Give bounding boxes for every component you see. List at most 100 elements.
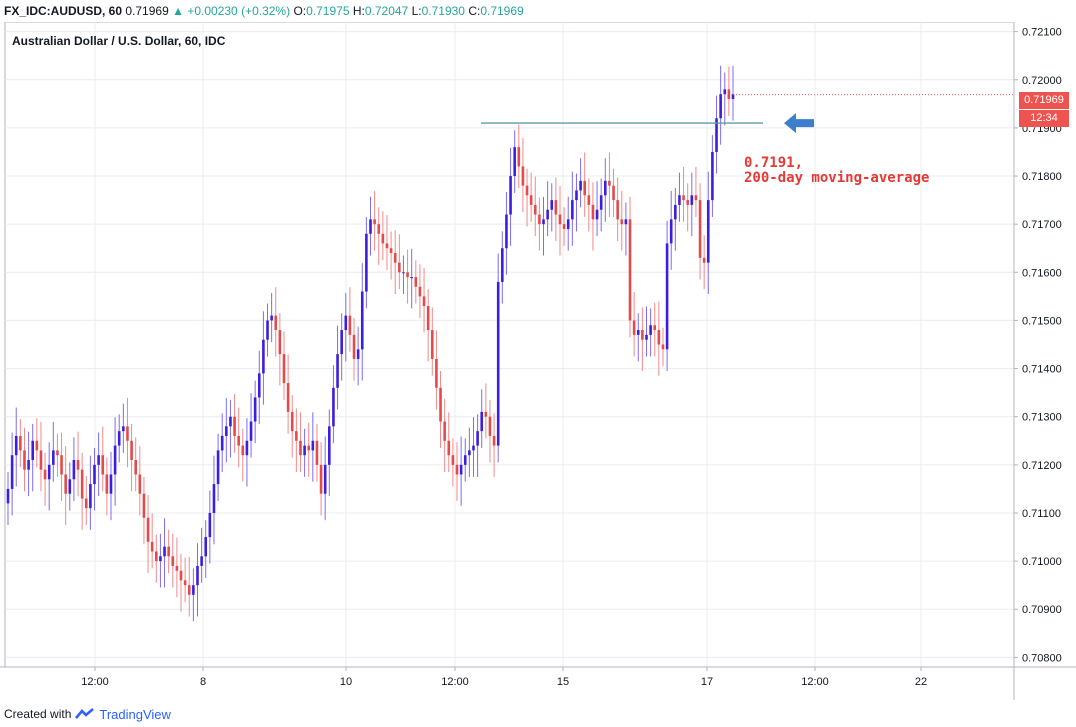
candle-down [426, 305, 430, 331]
x-tick-label: 8 [200, 676, 206, 688]
ma-annotation-text: 200-day moving-average [744, 170, 930, 186]
candle-down [488, 416, 492, 436]
candle-up [719, 94, 722, 119]
y-tick-label: 0.71500 [1022, 315, 1062, 327]
candle-down [286, 383, 290, 412]
y-tick-label: 0.70900 [1022, 604, 1062, 616]
candle-up [253, 397, 257, 422]
candle-down [587, 195, 591, 205]
x-tick-label: 17 [701, 676, 713, 688]
candle-up [117, 431, 121, 446]
candle-up [93, 464, 96, 485]
candle-up [599, 195, 603, 210]
candle-down [517, 147, 521, 167]
candle-down [278, 330, 282, 355]
y-tick-label: 0.71400 [1022, 364, 1062, 376]
y-tick-label: 0.72100 [1022, 27, 1062, 39]
candle-down [435, 358, 438, 388]
y-tick-label: 0.71200 [1022, 460, 1062, 472]
candle-down [373, 219, 376, 225]
candle-down [455, 464, 459, 475]
candle-up [208, 512, 212, 538]
candle-up [200, 556, 203, 566]
candle-up [365, 233, 368, 292]
candle-down [591, 204, 595, 220]
candle-up [249, 421, 253, 441]
candle-up [731, 94, 735, 100]
candle-down [443, 421, 446, 441]
candle-up [715, 118, 718, 152]
candle-up [410, 277, 413, 279]
candle-down [101, 455, 105, 475]
candle-up [480, 411, 484, 432]
candle-up [636, 330, 640, 335]
candle-up [604, 180, 607, 196]
candle-up [579, 180, 582, 191]
tradingview-link[interactable]: TradingView [99, 706, 171, 722]
y-tick-label: 0.71100 [1022, 508, 1061, 520]
last-price-label: 0.71969 [1019, 92, 1069, 109]
candle-up [678, 195, 681, 205]
candle-up [550, 200, 554, 210]
candle-up [225, 426, 228, 436]
candle-down [521, 166, 525, 186]
candle-down [533, 204, 537, 215]
x-tick-label: 22 [915, 676, 927, 688]
candle-up [665, 243, 669, 350]
x-tick-label: 10 [340, 676, 352, 688]
candle-down [319, 464, 323, 494]
candle-down [290, 411, 294, 432]
candle-up [402, 272, 405, 274]
candle-down [35, 440, 39, 451]
candle-down [274, 315, 278, 331]
candle-down [237, 435, 240, 446]
candle-down [525, 185, 529, 196]
candle-up [192, 585, 195, 595]
symbol-name[interactable]: FX_IDC:AUDUSD, 60 [4, 4, 123, 18]
candle-up [369, 219, 372, 234]
candle-down [422, 296, 426, 306]
candle-down [23, 450, 26, 470]
candle-down [138, 474, 142, 494]
candle-up [476, 431, 479, 446]
candle-up [513, 147, 516, 177]
candle-up [571, 200, 574, 220]
candle-up [216, 450, 220, 485]
candle-down [352, 334, 356, 359]
candle-down [682, 195, 685, 201]
candle-up [163, 546, 166, 557]
candle-down [80, 469, 84, 499]
y-tick-label: 0.71000 [1022, 556, 1062, 568]
candle-down [295, 431, 298, 441]
y-tick-label: 0.72000 [1022, 75, 1062, 87]
candle-down [56, 450, 59, 456]
candle-down [105, 474, 109, 494]
y-tick-label: 0.71600 [1022, 267, 1062, 279]
candle-up [336, 354, 339, 388]
candle-down [406, 272, 409, 278]
change-up-icon: ▲ [172, 4, 184, 18]
candle-up [311, 440, 315, 451]
candle-up [328, 426, 331, 465]
candle-up [690, 195, 694, 205]
candle-down [558, 214, 562, 225]
symbol-header: FX_IDC:AUDUSD, 60 0.71969 ▲ +0.00230 (+0… [4, 2, 524, 20]
candle-up [14, 435, 18, 456]
candle-down [608, 180, 611, 186]
candle-down [686, 200, 689, 205]
candle-down [641, 330, 644, 340]
candle-up [542, 219, 545, 225]
candle-up [323, 464, 327, 494]
candle-down [529, 195, 533, 205]
candle-down [183, 580, 187, 586]
candle-up [645, 334, 648, 340]
candle-up [257, 373, 261, 398]
candle-up [595, 209, 599, 220]
candle-down [657, 330, 661, 345]
candle-up [10, 455, 14, 489]
candle-up [711, 151, 714, 201]
price-chart[interactable]: 0.721000.720000.719000.718000.717000.716… [0, 22, 1076, 700]
ma-annotation: 0.7191, 200-day moving-average [744, 156, 929, 186]
close-value: 0.71969 [480, 4, 524, 18]
candle-down [430, 330, 434, 359]
